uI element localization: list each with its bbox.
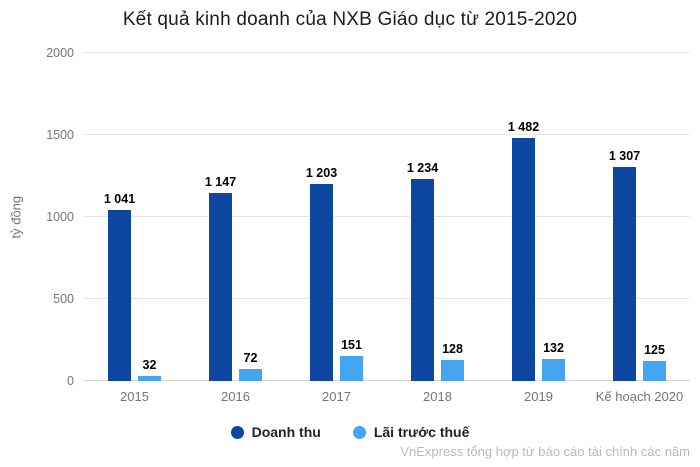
y-tick-label: 500 (53, 292, 74, 306)
legend-label: Doanh thu (251, 424, 321, 440)
y-tick-label: 1500 (46, 128, 74, 142)
x-tick-label: Kế hoạch 2020 (595, 389, 684, 404)
bar-doanh-thu[interactable]: 1 203 (306, 166, 337, 381)
bar-value-label: 128 (442, 342, 463, 357)
bar-lai-truoc-thue[interactable]: 128 (441, 342, 464, 381)
legend-dot-icon (230, 425, 244, 439)
bar-value-label: 132 (543, 341, 564, 356)
grid-line (84, 380, 690, 381)
bar-doanh-thu[interactable]: 1 307 (609, 149, 640, 381)
bar-group: 1 234 128 2018 (387, 53, 488, 404)
legend-dot-icon (352, 425, 366, 439)
bar-lai-truoc-thue[interactable]: 125 (643, 343, 666, 381)
source-credit: VnExpress tổng hợp từ báo cáo tài chính … (400, 444, 690, 459)
bar-doanh-thu[interactable]: 1 482 (508, 120, 539, 381)
bar-group: 1 203 151 2017 (286, 53, 387, 404)
x-tick-label: 2015 (120, 389, 149, 404)
bar-value-label: 1 147 (204, 174, 237, 189)
chart-title: Kết quả kinh doanh của NXB Giáo dục từ 2… (122, 9, 578, 30)
x-tick-label: 2019 (524, 389, 553, 404)
x-tick-label: 2017 (322, 389, 351, 404)
y-axis-title: tỷ đồng (8, 195, 24, 239)
bar-lai-truoc-thue[interactable]: 151 (340, 338, 363, 381)
bar-value-label: 125 (644, 342, 665, 357)
bar-group: 1 482 132 2019 (488, 53, 589, 404)
bar-value-label: 72 (243, 351, 258, 366)
bar-doanh-thu[interactable]: 1 147 (205, 175, 236, 381)
plot-area: 0 500 1000 1500 2000 1 041 32 2015 1 147 72 2016 1 … (46, 46, 690, 404)
bar-lai-truoc-thue[interactable]: 132 (542, 341, 565, 381)
bar-doanh-thu[interactable]: 1 234 (407, 161, 438, 381)
bar-value-label: 1 234 (406, 160, 439, 175)
y-tick-label: 1000 (46, 210, 74, 224)
bar-group: 1 147 72 2016 (185, 53, 286, 404)
bar-value-label: 1 041 (103, 192, 136, 207)
bar-group: 1 307 125 Kế hoạch 2020 (589, 53, 690, 404)
grid-line (84, 298, 690, 299)
grid-line (84, 52, 690, 53)
bar-lai-truoc-thue[interactable]: 72 (239, 351, 262, 381)
bar-lai-truoc-thue[interactable]: 32 (138, 358, 161, 381)
legend: Doanh thu Lãi trước thuế (0, 424, 700, 440)
bar-group: 1 041 32 2015 (84, 53, 185, 404)
grid-line (84, 134, 690, 135)
bar-value-label: 32 (142, 357, 157, 372)
y-tick-label: 2000 (46, 46, 74, 60)
legend-item-lai-truoc-thue[interactable]: Lãi trước thuế (352, 424, 470, 440)
grid-line (84, 216, 690, 217)
bar-value-label: 1 203 (305, 165, 338, 180)
bar-value-label: 1 307 (608, 148, 641, 163)
bar-doanh-thu[interactable]: 1 041 (104, 192, 135, 381)
legend-label: Lãi trước thuế (373, 424, 470, 440)
y-tick-label: 0 (67, 374, 74, 388)
bar-value-label: 151 (341, 338, 362, 353)
bar-groups: 1 041 32 2015 1 147 72 2016 1 203 151 2017 1 234 1… (84, 53, 690, 404)
x-tick-label: 2018 (423, 389, 452, 404)
bar-value-label: 1 482 (507, 119, 540, 134)
x-tick-label: 2016 (221, 389, 250, 404)
legend-item-doanh-thu[interactable]: Doanh thu (230, 424, 321, 440)
